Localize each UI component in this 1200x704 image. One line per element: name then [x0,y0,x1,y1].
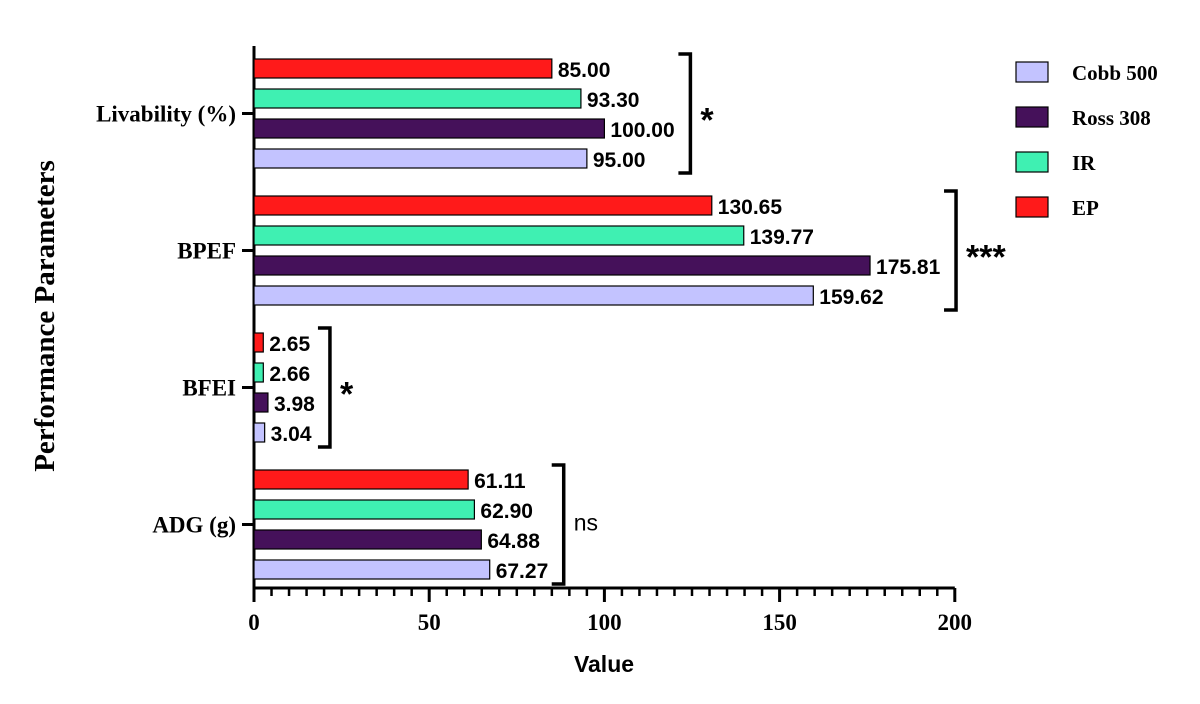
x-tick-label: 200 [938,610,973,635]
legend-swatch [1015,196,1049,218]
category-label: Livability (%) [96,102,236,127]
bar [253,469,469,490]
data-label: 67.27 [496,560,549,583]
data-label: 62.90 [480,500,533,523]
data-label: 85.00 [558,59,611,82]
legend-label: Ross 308 [1072,106,1151,130]
bar [253,332,264,353]
bar [253,255,871,276]
legend: Cobb 500 Ross 308 IR EP [1015,61,1158,220]
category-label: ADG (g) [152,513,236,538]
bar [253,225,745,246]
bar [253,195,713,216]
significance-bracket [678,52,693,175]
significance-label: * [340,376,354,414]
legend-label: EP [1072,196,1099,220]
data-label: 64.88 [487,530,540,553]
data-label: 2.65 [269,333,310,356]
significance-bracket [551,463,566,586]
data-label: 130.65 [718,196,783,219]
data-label: 100.00 [610,119,674,142]
data-label: 3.98 [274,393,315,416]
bar [253,392,269,413]
data-label: 2.66 [269,363,310,386]
bar [253,422,266,443]
legend-swatch [1015,106,1049,128]
legend-label: Cobb 500 [1072,61,1158,85]
significance-bracket [317,326,332,449]
x-tick-label: 0 [248,610,260,635]
bar [253,529,482,550]
y-axis-title: Performance Parameters [29,160,61,472]
legend-swatch [1015,61,1049,83]
x-tick-label: 150 [762,610,797,635]
data-label: 93.30 [587,89,640,112]
bar [253,118,605,139]
bar [253,499,476,520]
significance-label: *** [966,239,1006,277]
data-label: 61.11 [474,470,526,493]
category-label: BPEF [177,239,236,264]
legend-swatch [1015,151,1049,173]
bar [253,362,264,383]
bar [253,58,553,79]
x-tick-label: 50 [418,610,441,635]
significance-label: * [700,102,714,140]
plot-area: 0 50 100 150 200 Livability (%) 85.00 93.30 100.… [96,46,1007,635]
bar [253,88,582,109]
bar [253,559,491,580]
significance-bracket [944,189,958,312]
bar [253,148,588,169]
data-label: 159.62 [819,286,883,309]
x-tick-label: 100 [587,610,622,635]
data-label: 95.00 [593,149,646,172]
data-label: 175.81 [876,256,941,279]
legend-label: IR [1072,151,1096,175]
x-axis-title: Value [574,651,634,677]
data-label: 3.04 [271,423,312,446]
bar [253,285,814,306]
data-label: 139.77 [750,226,814,249]
significance-label: ns [574,510,598,536]
category-label: BFEI [182,376,236,401]
